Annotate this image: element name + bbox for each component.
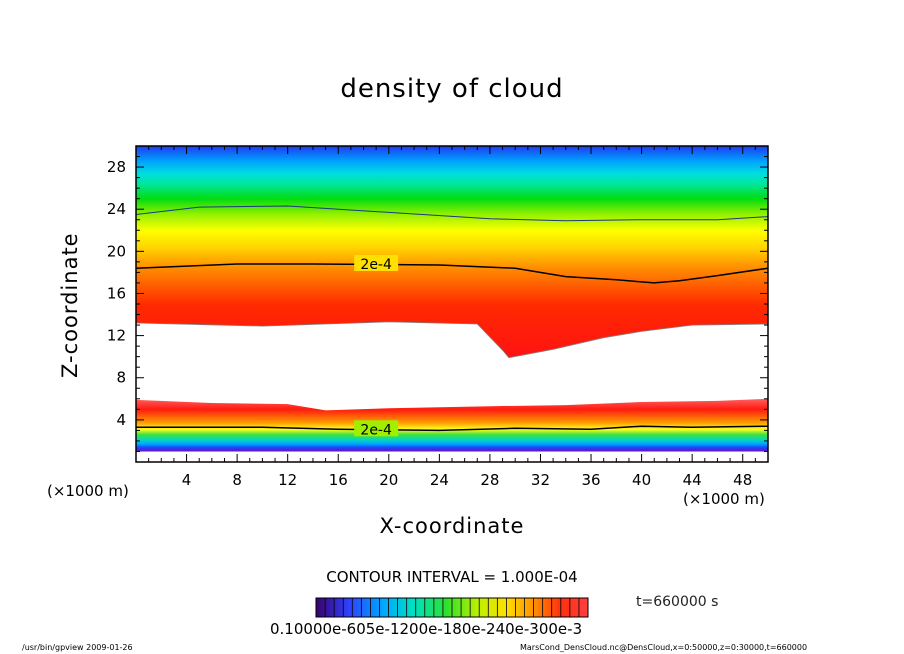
x-tick-label: 28 xyxy=(480,471,499,489)
x-tick-label: 36 xyxy=(581,471,600,489)
footer-right: MarsCond_DensCloud.nc@DensCloud,x=0:5000… xyxy=(520,643,808,652)
colorbar-labels: 0.10000e-605e-1200e-180e-240e-300e-3 xyxy=(270,620,583,638)
x-unit-label-right: (×1000 m) xyxy=(683,490,765,508)
lower-cloud-layer xyxy=(136,398,768,452)
y-tick-label: 12 xyxy=(107,327,126,345)
x-tick-label: 44 xyxy=(683,471,702,489)
footer-left: /usr/bin/gpview 2009-01-26 xyxy=(22,643,133,652)
x-tick-label: 12 xyxy=(278,471,297,489)
upper-cloud-layer xyxy=(136,146,768,358)
y-tick-label: 16 xyxy=(107,284,126,302)
contour-label: 2e-4 xyxy=(360,257,392,273)
y-axis-label: Z-coordinate xyxy=(58,232,82,378)
y-tick-label: 24 xyxy=(107,200,126,218)
x-unit-label-left: (×1000 m) xyxy=(47,482,129,500)
x-tick-label: 16 xyxy=(329,471,348,489)
contour-interval-label: CONTOUR INTERVAL = 1.000E-04 xyxy=(326,568,578,586)
x-tick-label: 4 xyxy=(182,471,192,489)
y-tick-label: 20 xyxy=(107,242,126,260)
upper-outer-contour-line xyxy=(136,205,768,222)
contour-label: 2e-4 xyxy=(360,422,392,438)
x-tick-label: 48 xyxy=(733,471,752,489)
x-tick-label: 40 xyxy=(632,471,651,489)
plot-area: 2e-4 2e-4 xyxy=(136,146,768,452)
x-tick-label: 32 xyxy=(531,471,550,489)
y-tick-label: 4 xyxy=(116,411,126,429)
upper-contour-2e4-line xyxy=(136,263,768,284)
x-tick-label: 20 xyxy=(379,471,398,489)
x-tick-label: 24 xyxy=(430,471,449,489)
upper-cloud-base-line xyxy=(136,321,768,359)
time-label: t=660000 s xyxy=(636,594,719,610)
chart-title: density of cloud xyxy=(340,74,564,104)
y-tick-label: 8 xyxy=(116,369,126,387)
x-axis-label: X-coordinate xyxy=(379,514,525,538)
contour-label-bg xyxy=(354,420,399,437)
contour-label-bg xyxy=(354,254,399,271)
x-tick-label: 8 xyxy=(232,471,242,489)
y-tick-label: 28 xyxy=(107,158,126,176)
lower-contour-2e4-line xyxy=(136,425,768,432)
